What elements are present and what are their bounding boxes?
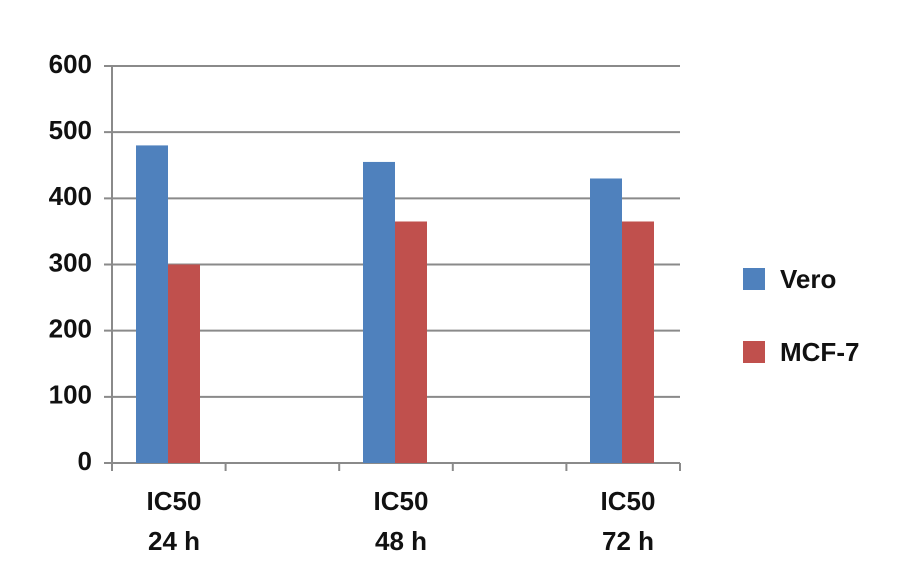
legend-swatch <box>743 341 765 363</box>
x-tick-label: IC50 <box>147 486 202 516</box>
y-tick-label: 200 <box>49 314 92 344</box>
legend-label: MCF-7 <box>780 337 859 367</box>
bar <box>136 145 168 463</box>
bar <box>622 221 654 463</box>
y-tick-label: 500 <box>49 115 92 145</box>
legend-label: Vero <box>780 264 836 294</box>
y-tick-label: 600 <box>49 49 92 79</box>
x-tick-label: IC50 <box>601 486 656 516</box>
y-tick-label: 100 <box>49 380 92 410</box>
y-tick-label: 300 <box>49 247 92 277</box>
x-tick-label: IC50 <box>374 486 429 516</box>
x-tick-label: 48 h <box>375 526 427 556</box>
y-tick-label: 0 <box>78 446 92 476</box>
bar <box>395 221 427 463</box>
legend-swatch <box>743 268 765 290</box>
x-tick-label: 72 h <box>602 526 654 556</box>
bar <box>590 178 622 463</box>
bar <box>168 264 200 463</box>
y-tick-label: 400 <box>49 181 92 211</box>
bar <box>363 161 395 464</box>
x-tick-label: 24 h <box>148 526 200 556</box>
